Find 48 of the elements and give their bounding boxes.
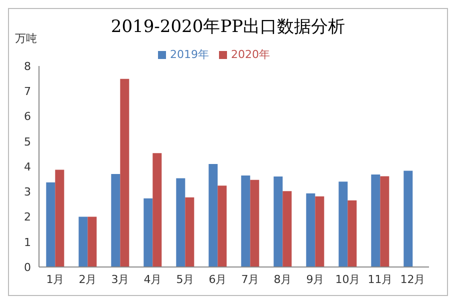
y-tick-label: 1 <box>24 236 31 249</box>
y-tick-label: 5 <box>24 135 31 148</box>
x-tick-label: 3月 <box>111 272 130 286</box>
bar <box>120 78 130 267</box>
bar <box>46 182 56 267</box>
bar <box>111 174 120 267</box>
y-tick-label: 6 <box>24 110 31 124</box>
bar <box>404 170 413 267</box>
x-tick-label: 1月 <box>46 272 64 286</box>
y-tick-label: 2 <box>24 210 31 224</box>
y-tick-label: 0 <box>24 260 31 274</box>
x-tick-label: 9月 <box>306 272 324 286</box>
bar <box>144 198 153 267</box>
y-tick-label: 8 <box>24 60 31 73</box>
chart-title: 2019-2020年PP出口数据分析 <box>110 17 346 37</box>
bar <box>218 186 227 267</box>
x-tick-label: 12月 <box>400 272 426 286</box>
bar <box>55 170 64 267</box>
x-tick-label: 8月 <box>274 272 292 286</box>
bar <box>185 197 194 267</box>
x-tick-label: 2月 <box>78 272 97 286</box>
bar <box>152 153 162 267</box>
legend-label: 2020年 <box>231 48 270 61</box>
bar <box>380 176 390 267</box>
x-tick-label: 10月 <box>335 272 360 286</box>
x-tick-label: 11月 <box>368 272 393 286</box>
bar <box>338 182 348 267</box>
x-tick-label: 7月 <box>241 272 260 286</box>
x-tick-label: 6月 <box>208 272 227 286</box>
legend-label: 2019年 <box>170 48 209 61</box>
bar <box>78 216 88 267</box>
x-tick-label: 4月 <box>144 272 162 286</box>
bar <box>176 178 186 267</box>
bar <box>241 176 250 267</box>
x-tick-label: 5月 <box>176 272 194 286</box>
y-tick-label: 7 <box>24 85 31 98</box>
bar <box>208 164 218 267</box>
bar <box>371 174 380 267</box>
bar <box>88 216 97 267</box>
bar <box>274 176 283 267</box>
bar <box>282 191 292 267</box>
bar <box>250 180 260 267</box>
bar <box>315 196 324 267</box>
bar <box>306 193 316 267</box>
y-tick-label: 4 <box>24 160 31 174</box>
y-tick-label: 3 <box>24 186 31 199</box>
y-axis-title: 万吨 <box>15 31 37 46</box>
bar <box>348 200 357 267</box>
